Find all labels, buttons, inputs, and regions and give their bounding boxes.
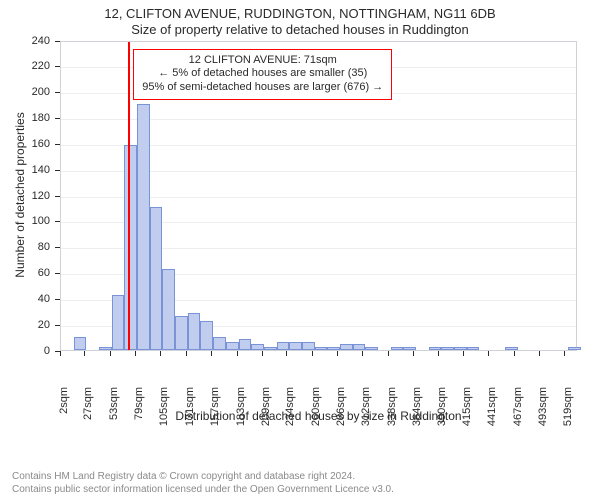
ytick-mark [55, 118, 60, 119]
xtick-mark [463, 351, 464, 356]
annotation-line3: 95% of semi-detached houses are larger (… [142, 81, 383, 95]
histogram-bar [327, 347, 340, 350]
xtick-mark [262, 351, 263, 356]
ytick-label: 200 [20, 86, 50, 98]
ytick-mark [55, 221, 60, 222]
ytick-label: 240 [20, 35, 50, 47]
histogram-bar [353, 344, 366, 349]
footer-line2: Contains public sector information licen… [12, 484, 394, 497]
histogram-bar [264, 347, 277, 350]
ytick-label: 220 [20, 60, 50, 72]
xtick-mark [84, 351, 85, 356]
histogram-bar [188, 313, 201, 349]
histogram-bar [391, 347, 404, 350]
xtick-mark [110, 351, 111, 356]
xtick-mark [237, 351, 238, 356]
xtick-mark [312, 351, 313, 356]
histogram-bar [150, 207, 163, 349]
xtick-mark [413, 351, 414, 356]
xtick-mark [362, 351, 363, 356]
histogram-bar [365, 347, 378, 350]
histogram-bar [568, 347, 581, 350]
histogram-bar [162, 269, 175, 349]
histogram-bar [251, 344, 264, 349]
xtick-mark [514, 351, 515, 356]
y-axis-label: Number of detached properties [13, 105, 27, 285]
xtick-mark [438, 351, 439, 356]
histogram-bar [99, 347, 112, 350]
chart-area: 0204060801001201401601802002202402sqm27s… [0, 39, 600, 439]
histogram-bar [226, 342, 239, 350]
histogram-bar [441, 347, 454, 350]
ytick-mark [55, 66, 60, 67]
footer-attribution: Contains HM Land Registry data © Crown c… [12, 471, 394, 496]
xtick-mark [539, 351, 540, 356]
histogram-bar [454, 347, 467, 350]
xtick-mark [211, 351, 212, 356]
annotation-box: 12 CLIFTON AVENUE: 71sqm← 5% of detached… [133, 49, 392, 100]
ytick-mark [55, 144, 60, 145]
histogram-bar [302, 342, 315, 350]
ytick-mark [55, 273, 60, 274]
annotation-line2: ← 5% of detached houses are smaller (35) [142, 67, 383, 81]
x-axis-label: Distribution of detached houses by size … [60, 409, 577, 423]
annotation-line1: 12 CLIFTON AVENUE: 71sqm [142, 54, 383, 68]
xtick-mark [60, 351, 61, 356]
ytick-mark [55, 41, 60, 42]
histogram-bar [505, 347, 518, 350]
histogram-bar [112, 295, 125, 349]
chart-title-line1: 12, CLIFTON AVENUE, RUDDINGTON, NOTTINGH… [0, 6, 600, 22]
histogram-bar [124, 145, 137, 349]
histogram-bar [289, 342, 302, 350]
histogram-bar [315, 347, 328, 350]
xtick-mark [286, 351, 287, 356]
xtick-mark [135, 351, 136, 356]
ytick-label: 20 [20, 319, 50, 331]
histogram-bar [213, 337, 226, 350]
ytick-label: 0 [20, 345, 50, 357]
ytick-label: 40 [20, 293, 50, 305]
histogram-bar [200, 321, 213, 349]
ytick-mark [55, 196, 60, 197]
chart-title-line2: Size of property relative to detached ho… [0, 22, 600, 38]
histogram-bar [175, 316, 188, 350]
xtick-mark [186, 351, 187, 356]
xtick-mark [337, 351, 338, 356]
histogram-bar [340, 344, 353, 349]
xtick-mark [564, 351, 565, 356]
ytick-mark [55, 92, 60, 93]
histogram-bar [277, 342, 290, 350]
ytick-mark [55, 325, 60, 326]
ytick-mark [55, 170, 60, 171]
histogram-bar [429, 347, 442, 350]
ytick-mark [55, 247, 60, 248]
histogram-bar [239, 339, 252, 349]
histogram-bar [137, 104, 150, 349]
footer-line1: Contains HM Land Registry data © Crown c… [12, 471, 394, 484]
marker-line [128, 42, 130, 350]
xtick-mark [488, 351, 489, 356]
histogram-bar [467, 347, 480, 350]
chart-title-block: 12, CLIFTON AVENUE, RUDDINGTON, NOTTINGH… [0, 0, 600, 39]
histogram-bar [74, 337, 87, 350]
histogram-bar [403, 347, 416, 350]
xtick-mark [160, 351, 161, 356]
ytick-mark [55, 299, 60, 300]
xtick-mark [388, 351, 389, 356]
